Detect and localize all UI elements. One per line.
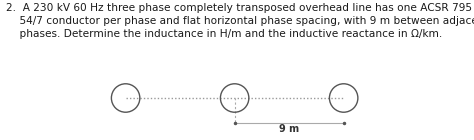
- Text: 2.  A 230 kV 60 Hz three phase completely transposed overhead line has one ACSR : 2. A 230 kV 60 Hz three phase completely…: [6, 3, 474, 39]
- Text: 9 m: 9 m: [279, 124, 299, 134]
